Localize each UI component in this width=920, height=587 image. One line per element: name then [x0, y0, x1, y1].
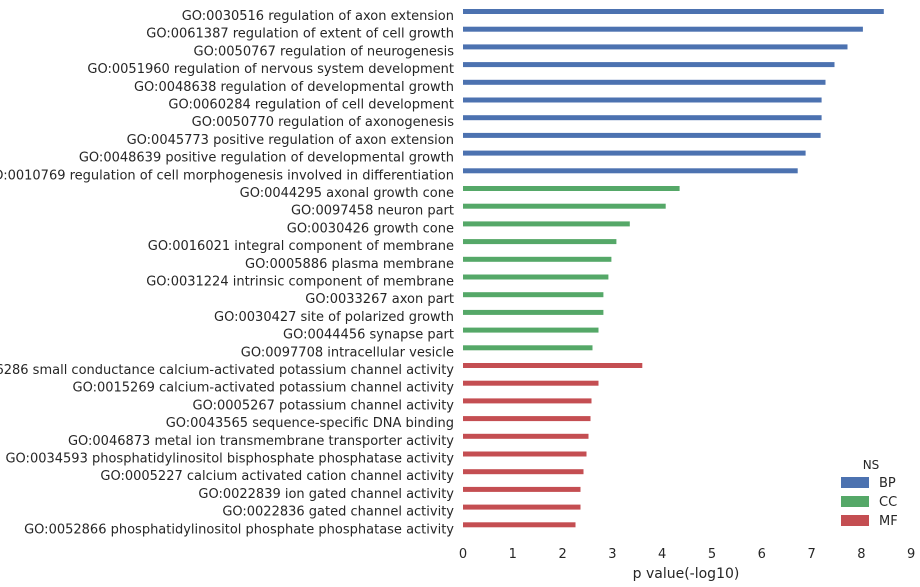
category-label: GO:0030426 growth cone: [287, 221, 454, 236]
x-tick-label: 5: [708, 547, 716, 562]
category-label: GO:0060284 regulation of cell developmen…: [168, 98, 454, 113]
bar: [463, 256, 612, 262]
category-label: GO:0031224 intrinsic component of membra…: [146, 275, 454, 290]
bar: [463, 26, 863, 32]
bar: [463, 239, 617, 245]
category-label: GO:0044456 synapse part: [283, 328, 454, 343]
bar: [463, 203, 666, 209]
bar: [463, 97, 822, 103]
bar: [463, 309, 604, 315]
x-axis-ticks: 0 1 2 3 4 5 6 7 8 9: [459, 547, 915, 562]
legend-swatch: [841, 496, 869, 507]
category-label: GO:0022839 ion gated channel activity: [198, 487, 454, 502]
bar: [463, 398, 592, 404]
category-label: GO:0030516 regulation of axon extension: [182, 9, 454, 24]
category-label: GO:0016286 small conductance calcium-act…: [0, 363, 454, 378]
bar: [463, 522, 576, 528]
bar: [463, 451, 587, 457]
bar: [463, 292, 604, 298]
x-tick-label: 2: [558, 547, 566, 562]
bar: [463, 168, 798, 174]
x-tick-label: 8: [857, 547, 865, 562]
bar: [463, 132, 821, 138]
category-label: GO:0043565 sequence-specific DNA binding: [166, 416, 454, 431]
bar: [463, 115, 822, 121]
bar: [463, 327, 599, 333]
bar: [463, 44, 848, 50]
bar: [463, 363, 643, 368]
category-label: GO:0034593 phosphatidylinositol bisphosp…: [5, 452, 454, 467]
category-label: GO:0030427 site of polarized growth: [214, 310, 454, 325]
x-tick-label: 7: [807, 547, 815, 562]
bar: [463, 62, 835, 68]
bar: [463, 221, 630, 227]
legend-title: NS: [863, 458, 880, 472]
x-tick-label: 3: [608, 547, 616, 562]
category-label: GO:0097708 intracellular vesicle: [241, 345, 454, 360]
bar: [463, 186, 680, 191]
bars-group: [463, 9, 884, 528]
bar: [463, 79, 826, 85]
category-label: GO:0048638 regulation of developmental g…: [134, 80, 454, 95]
bar: [463, 486, 581, 492]
legend-entry-label: BP: [879, 476, 896, 491]
x-tick-label: 0: [459, 547, 467, 562]
category-label: GO:0050767 regulation of neurogenesis: [194, 44, 455, 59]
category-label: GO:0052866 phosphatidylinositol phosphat…: [24, 522, 454, 537]
category-label: GO:0010769 regulation of cell morphogene…: [0, 168, 454, 183]
bar: [463, 504, 581, 510]
legend-swatch: [841, 477, 869, 488]
x-axis-label: p value(-log10): [633, 566, 740, 582]
category-label: GO:0044295 axonal growth cone: [240, 186, 454, 201]
category-label: GO:0045773 positive regulation of axon e…: [127, 133, 454, 148]
category-label: GO:0033267 axon part: [305, 292, 454, 307]
category-label: GO:0097458 neuron part: [291, 204, 454, 219]
bar: [463, 433, 589, 439]
bar: [463, 469, 584, 475]
legend-entry-label: MF: [879, 514, 898, 529]
category-label: GO:0061387 regulation of extent of cell …: [146, 27, 454, 42]
bar: [463, 9, 884, 14]
bar: [463, 150, 806, 156]
category-label: GO:0005886 plasma membrane: [245, 257, 454, 272]
x-tick-label: 9: [907, 547, 915, 562]
category-label: GO:0022836 gated channel activity: [222, 505, 454, 520]
category-label: GO:0005227 calcium activated cation chan…: [100, 469, 454, 484]
legend-swatch: [841, 515, 869, 526]
category-label: GO:0016021 integral component of membran…: [148, 239, 454, 254]
bar: [463, 380, 599, 386]
category-label: GO:0051960 regulation of nervous system …: [87, 62, 454, 77]
category-label: GO:0050770 regulation of axonogenesis: [192, 115, 455, 130]
legend: NS BP CC MF: [841, 458, 898, 529]
category-label: GO:0046873 metal ion transmembrane trans…: [68, 434, 454, 449]
x-tick-label: 6: [758, 547, 766, 562]
category-labels: GO:0030516 regulation of axon extension G…: [0, 9, 454, 537]
category-label: GO:0005267 potassium channel activity: [193, 398, 455, 413]
bar: [463, 345, 593, 351]
x-tick-label: 1: [509, 547, 517, 562]
bar: [463, 416, 591, 422]
category-label: GO:0048639 positive regulation of develo…: [79, 151, 454, 166]
x-tick-label: 4: [658, 547, 666, 562]
legend-entry-label: CC: [879, 495, 897, 510]
bar: [463, 274, 609, 280]
category-label: GO:0015269 calcium-activated potassium c…: [73, 381, 455, 396]
